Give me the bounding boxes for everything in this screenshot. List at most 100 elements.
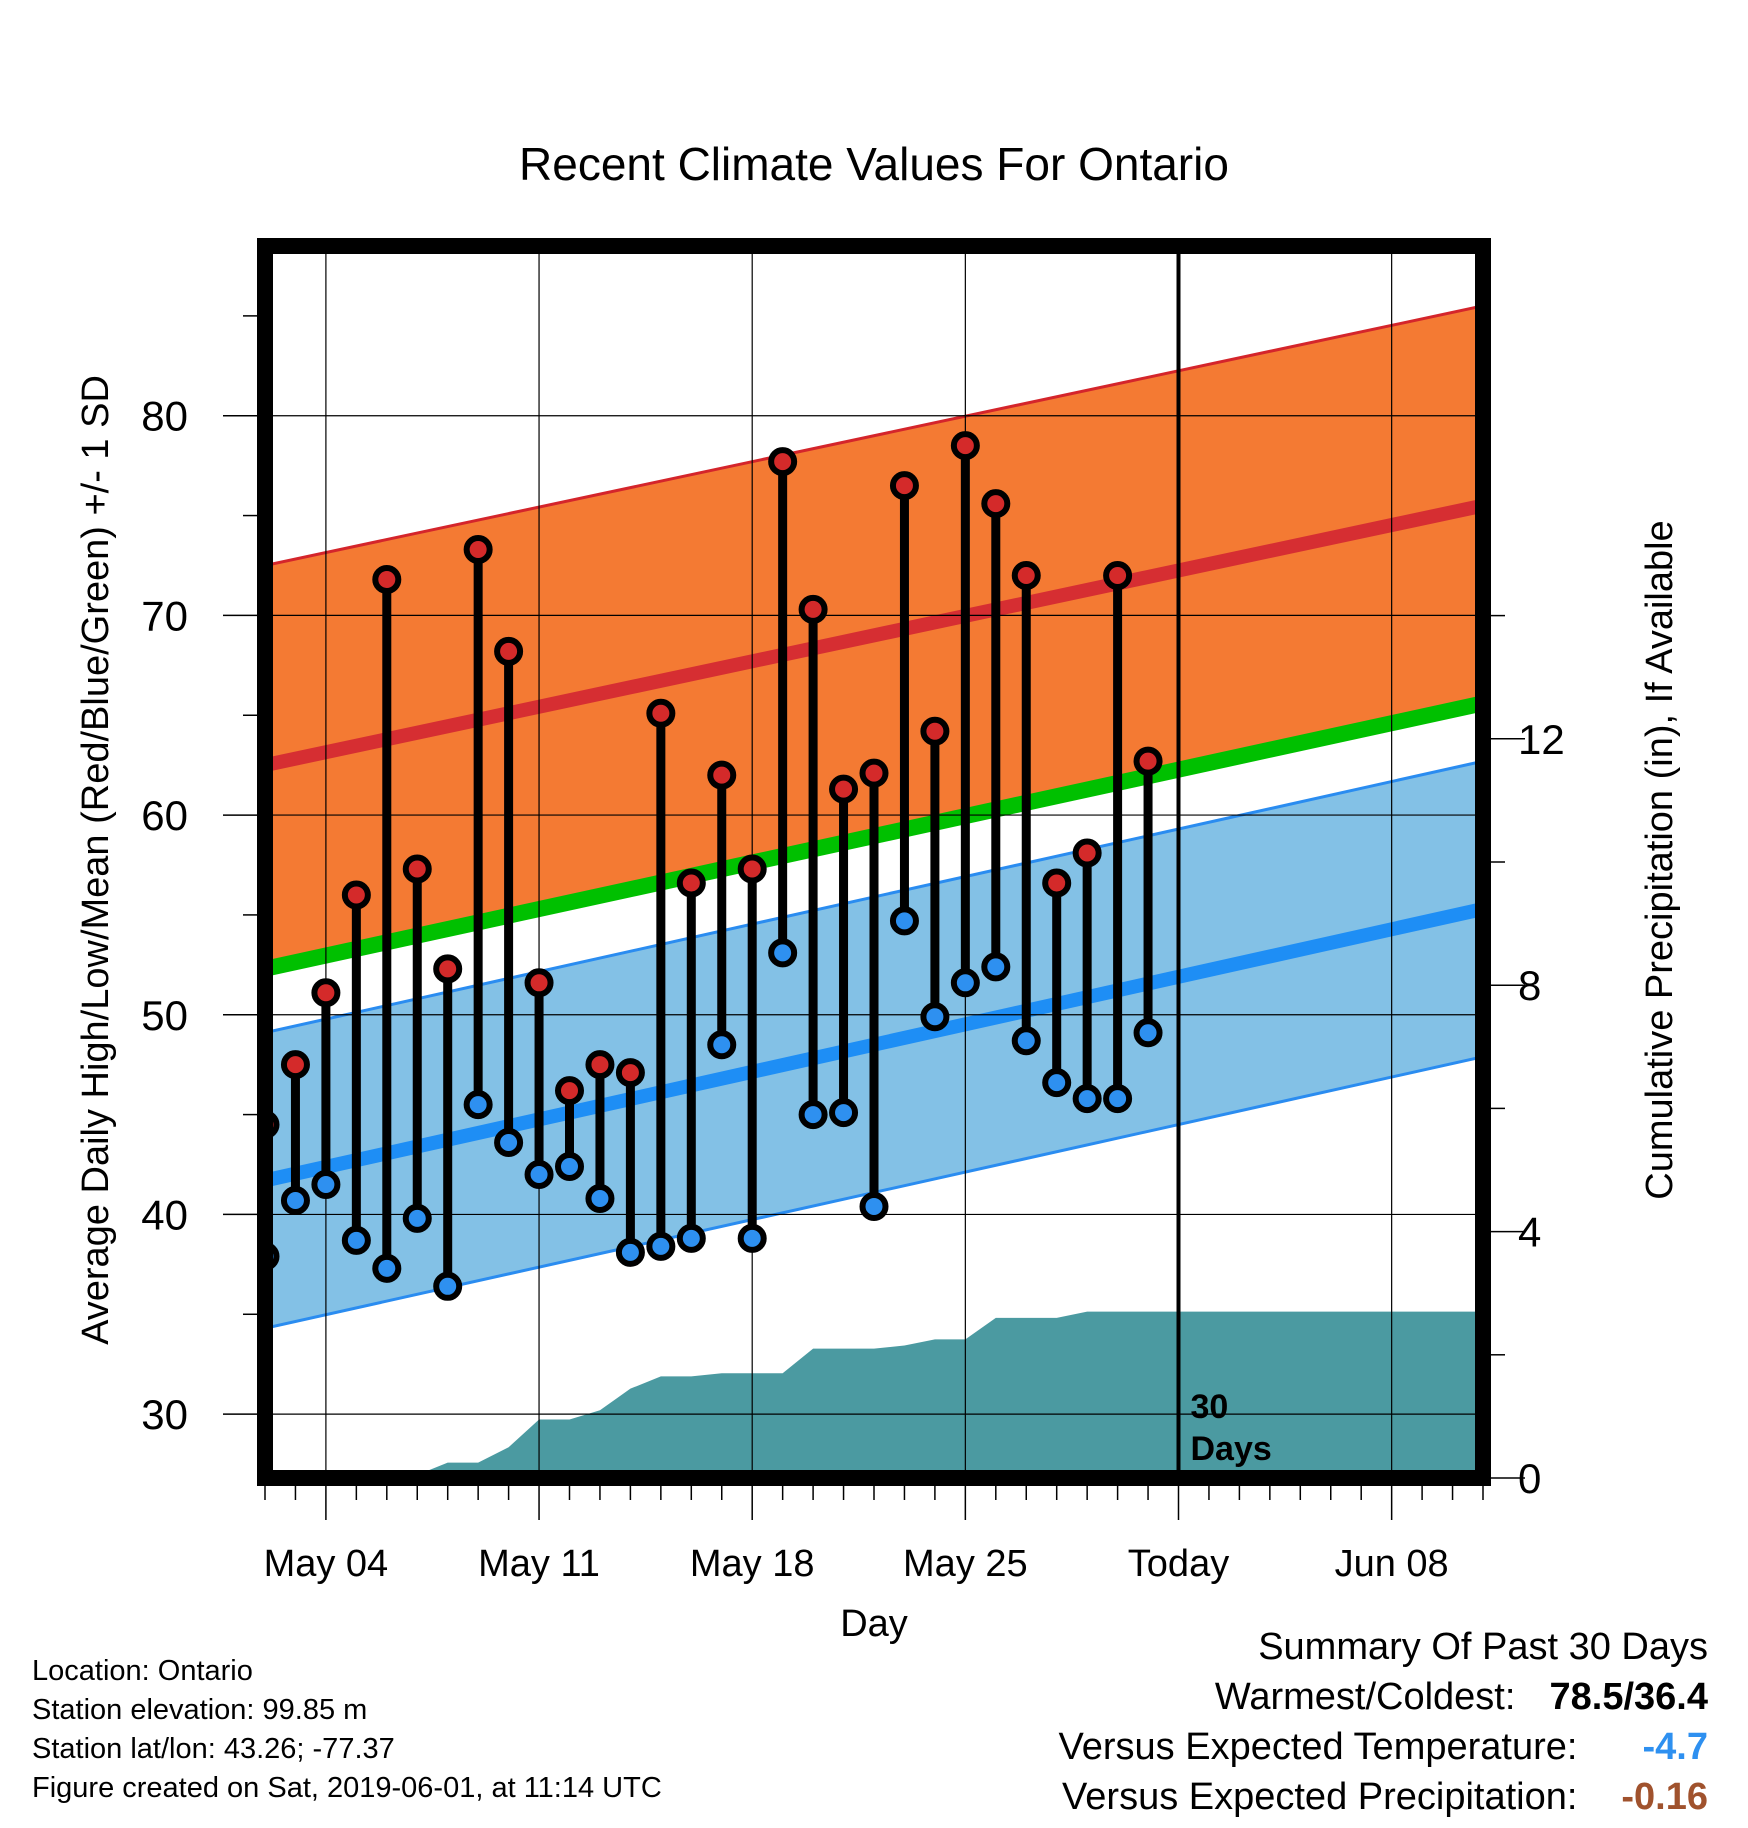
station-info: Location: Ontario Station elevation: 99.… [32, 1652, 662, 1808]
high-point [311, 978, 341, 1008]
summary-temperature: Versus Expected Temperature: -4.7 [1059, 1722, 1708, 1772]
high-point [524, 968, 554, 998]
high-point [494, 636, 524, 666]
summary-panel: Summary Of Past 30 Days Warmest/Coldest:… [1059, 1622, 1708, 1822]
high-point [859, 758, 889, 788]
today-days-label: Days [1191, 1430, 1272, 1468]
low-point [463, 1090, 493, 1120]
summary-title: Summary Of Past 30 Days [1258, 1626, 1708, 1668]
y-tick-label: 30 [141, 1391, 188, 1438]
y-right-tick-label: 12 [1518, 716, 1565, 763]
x-tick-label: May 11 [478, 1543, 600, 1585]
precipitation-area [265, 1311, 1483, 1478]
low-point [1133, 1018, 1163, 1048]
y-tick-label: 40 [141, 1191, 188, 1238]
precip-value: -0.16 [1621, 1776, 1708, 1818]
low-point [402, 1203, 432, 1233]
x-tick-label: May 04 [264, 1543, 389, 1585]
normal-high-line [265, 498, 1483, 773]
low-point [1072, 1084, 1102, 1114]
x-axis-label: Day [840, 1603, 908, 1645]
high-point [889, 471, 919, 501]
high-point [768, 447, 798, 477]
high-point [555, 1076, 584, 1106]
low-point [737, 1223, 767, 1253]
axes: 30 40 50 60 70 80 0 4 8 12 May 04 May 11 May 18 May 2… [141, 238, 1565, 1585]
y-axis-label: Average Daily High/Low/Mean (Red/Blue/Gr… [75, 375, 117, 1345]
precip-label: Versus Expected Precipitation: [1062, 1776, 1578, 1818]
low-point [1103, 1084, 1133, 1114]
low-point [798, 1100, 828, 1130]
low-point [585, 1183, 615, 1213]
low-point [889, 906, 919, 936]
low-point [280, 1185, 310, 1215]
high-point [372, 564, 402, 594]
high-point [707, 760, 737, 790]
high-point [950, 431, 980, 461]
y-tick-label: 70 [141, 592, 188, 639]
y-tick-label: 60 [141, 792, 188, 839]
low-point [1011, 1026, 1041, 1056]
low-point [768, 938, 798, 968]
high-point [981, 489, 1011, 519]
high-point [433, 954, 463, 984]
x-tick-label: Today [1128, 1543, 1229, 1585]
summary-warm-cold: Warmest/Coldest: 78.5/36.4 [1059, 1672, 1708, 1722]
y-right-tick-label: 4 [1518, 1209, 1541, 1256]
plot-area: 30 Days [265, 246, 1483, 1478]
high-point [1011, 560, 1041, 590]
latlon-text: Station lat/lon: 43.26; -77.37 [32, 1733, 395, 1765]
low-point [676, 1223, 706, 1253]
high-point [402, 854, 432, 884]
temp-label: Versus Expected Temperature: [1058, 1726, 1578, 1768]
low-point [859, 1191, 889, 1221]
warm-cold-label: Warmest/Coldest: [1214, 1676, 1516, 1718]
low-point [615, 1237, 645, 1267]
plot-inner [265, 246, 1483, 1478]
plot-frame [257, 238, 1491, 1486]
high-point [341, 880, 371, 910]
low-point [950, 968, 980, 998]
high-point [737, 854, 767, 884]
high-point [280, 1050, 310, 1080]
low-point [646, 1231, 676, 1261]
low-point [1042, 1068, 1072, 1098]
y-tick-label: 50 [141, 992, 188, 1039]
low-point [981, 952, 1011, 982]
high-point [798, 594, 828, 624]
low-point [707, 1030, 737, 1060]
chart-title: Recent Climate Values For Ontario [519, 138, 1229, 190]
y-right-tick-label: 8 [1518, 962, 1541, 1009]
low-point [372, 1253, 402, 1283]
low-point [433, 1271, 463, 1301]
high-point [1042, 868, 1072, 898]
low-point [311, 1169, 341, 1199]
low-point [494, 1128, 524, 1158]
high-point [1103, 560, 1133, 590]
normal-high-band-upper-edge [265, 304, 1483, 567]
y-right-tick-label: 0 [1518, 1455, 1541, 1502]
low-point [829, 1098, 859, 1128]
elevation-text: Station elevation: 99.85 m [32, 1694, 368, 1726]
low-point [920, 1002, 950, 1032]
high-point [585, 1050, 615, 1080]
high-point [646, 698, 676, 728]
low-point [555, 1152, 584, 1182]
high-point [920, 716, 950, 746]
temp-value: -4.7 [1642, 1726, 1708, 1768]
y-tick-label: 80 [141, 393, 188, 440]
low-point [341, 1225, 371, 1255]
warm-cold-value: 78.5/36.4 [1549, 1676, 1708, 1718]
y-axis-right-label: Cumulative Precipitation (in), If Availa… [1639, 520, 1681, 1199]
x-tick-label: Jun 08 [1335, 1543, 1449, 1585]
high-point [676, 868, 706, 898]
low-point [524, 1159, 554, 1189]
today-days-number: 30 [1191, 1388, 1229, 1426]
summary-precipitation: Versus Expected Precipitation: -0.16 [1059, 1772, 1708, 1822]
location-text: Location: Ontario [32, 1655, 253, 1687]
x-tick-label: May 18 [690, 1543, 815, 1585]
high-point [615, 1058, 645, 1088]
high-point [829, 774, 859, 804]
high-point [1133, 746, 1163, 776]
